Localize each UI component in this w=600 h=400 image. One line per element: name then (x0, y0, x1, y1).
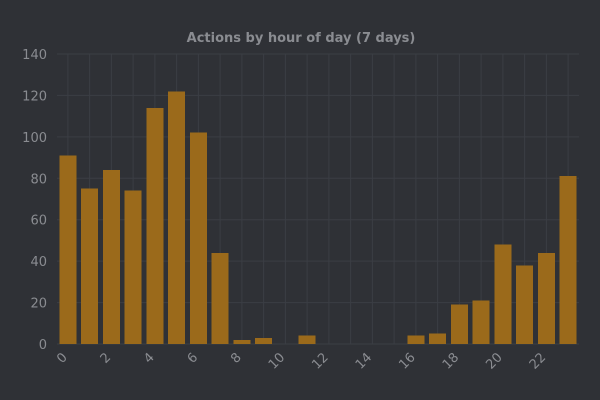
bar-hour-23 (559, 176, 577, 344)
bar-hour-5 (168, 91, 186, 344)
chart-title: Actions by hour of day (7 days) (187, 31, 416, 46)
bar-hour-4 (146, 107, 164, 344)
bar-hour-19 (472, 300, 490, 344)
bar-hour-7 (211, 252, 229, 344)
y-tick-label: 80 (30, 172, 47, 187)
y-tick-label: 0 (39, 338, 47, 353)
y-axis-ticks: 0 20 40 60 80 100 120 140 (22, 48, 47, 353)
bar-hour-3 (124, 190, 142, 344)
y-tick-label: 60 (30, 214, 47, 229)
y-tick-label: 140 (22, 48, 47, 63)
bar-hour-2 (102, 170, 120, 344)
y-tick-label: 20 (30, 297, 47, 312)
bar-hour-0 (59, 155, 77, 344)
bar-hour-21 (516, 265, 534, 344)
bar-hour-9 (255, 337, 273, 344)
y-tick-label: 120 (22, 89, 47, 104)
bar-hour-8 (233, 339, 251, 344)
bar-hour-1 (81, 188, 99, 344)
bar-hour-22 (537, 252, 555, 344)
bar-hour-18 (450, 304, 468, 344)
bar-hour-16 (407, 335, 425, 344)
bars (59, 91, 577, 344)
bar-hour-20 (494, 244, 512, 344)
y-tick-label: 40 (30, 255, 47, 270)
bar-hour-17 (429, 333, 447, 344)
bar-hour-6 (189, 132, 207, 344)
y-tick-label: 100 (22, 131, 47, 146)
bar-hour-11 (298, 335, 316, 344)
